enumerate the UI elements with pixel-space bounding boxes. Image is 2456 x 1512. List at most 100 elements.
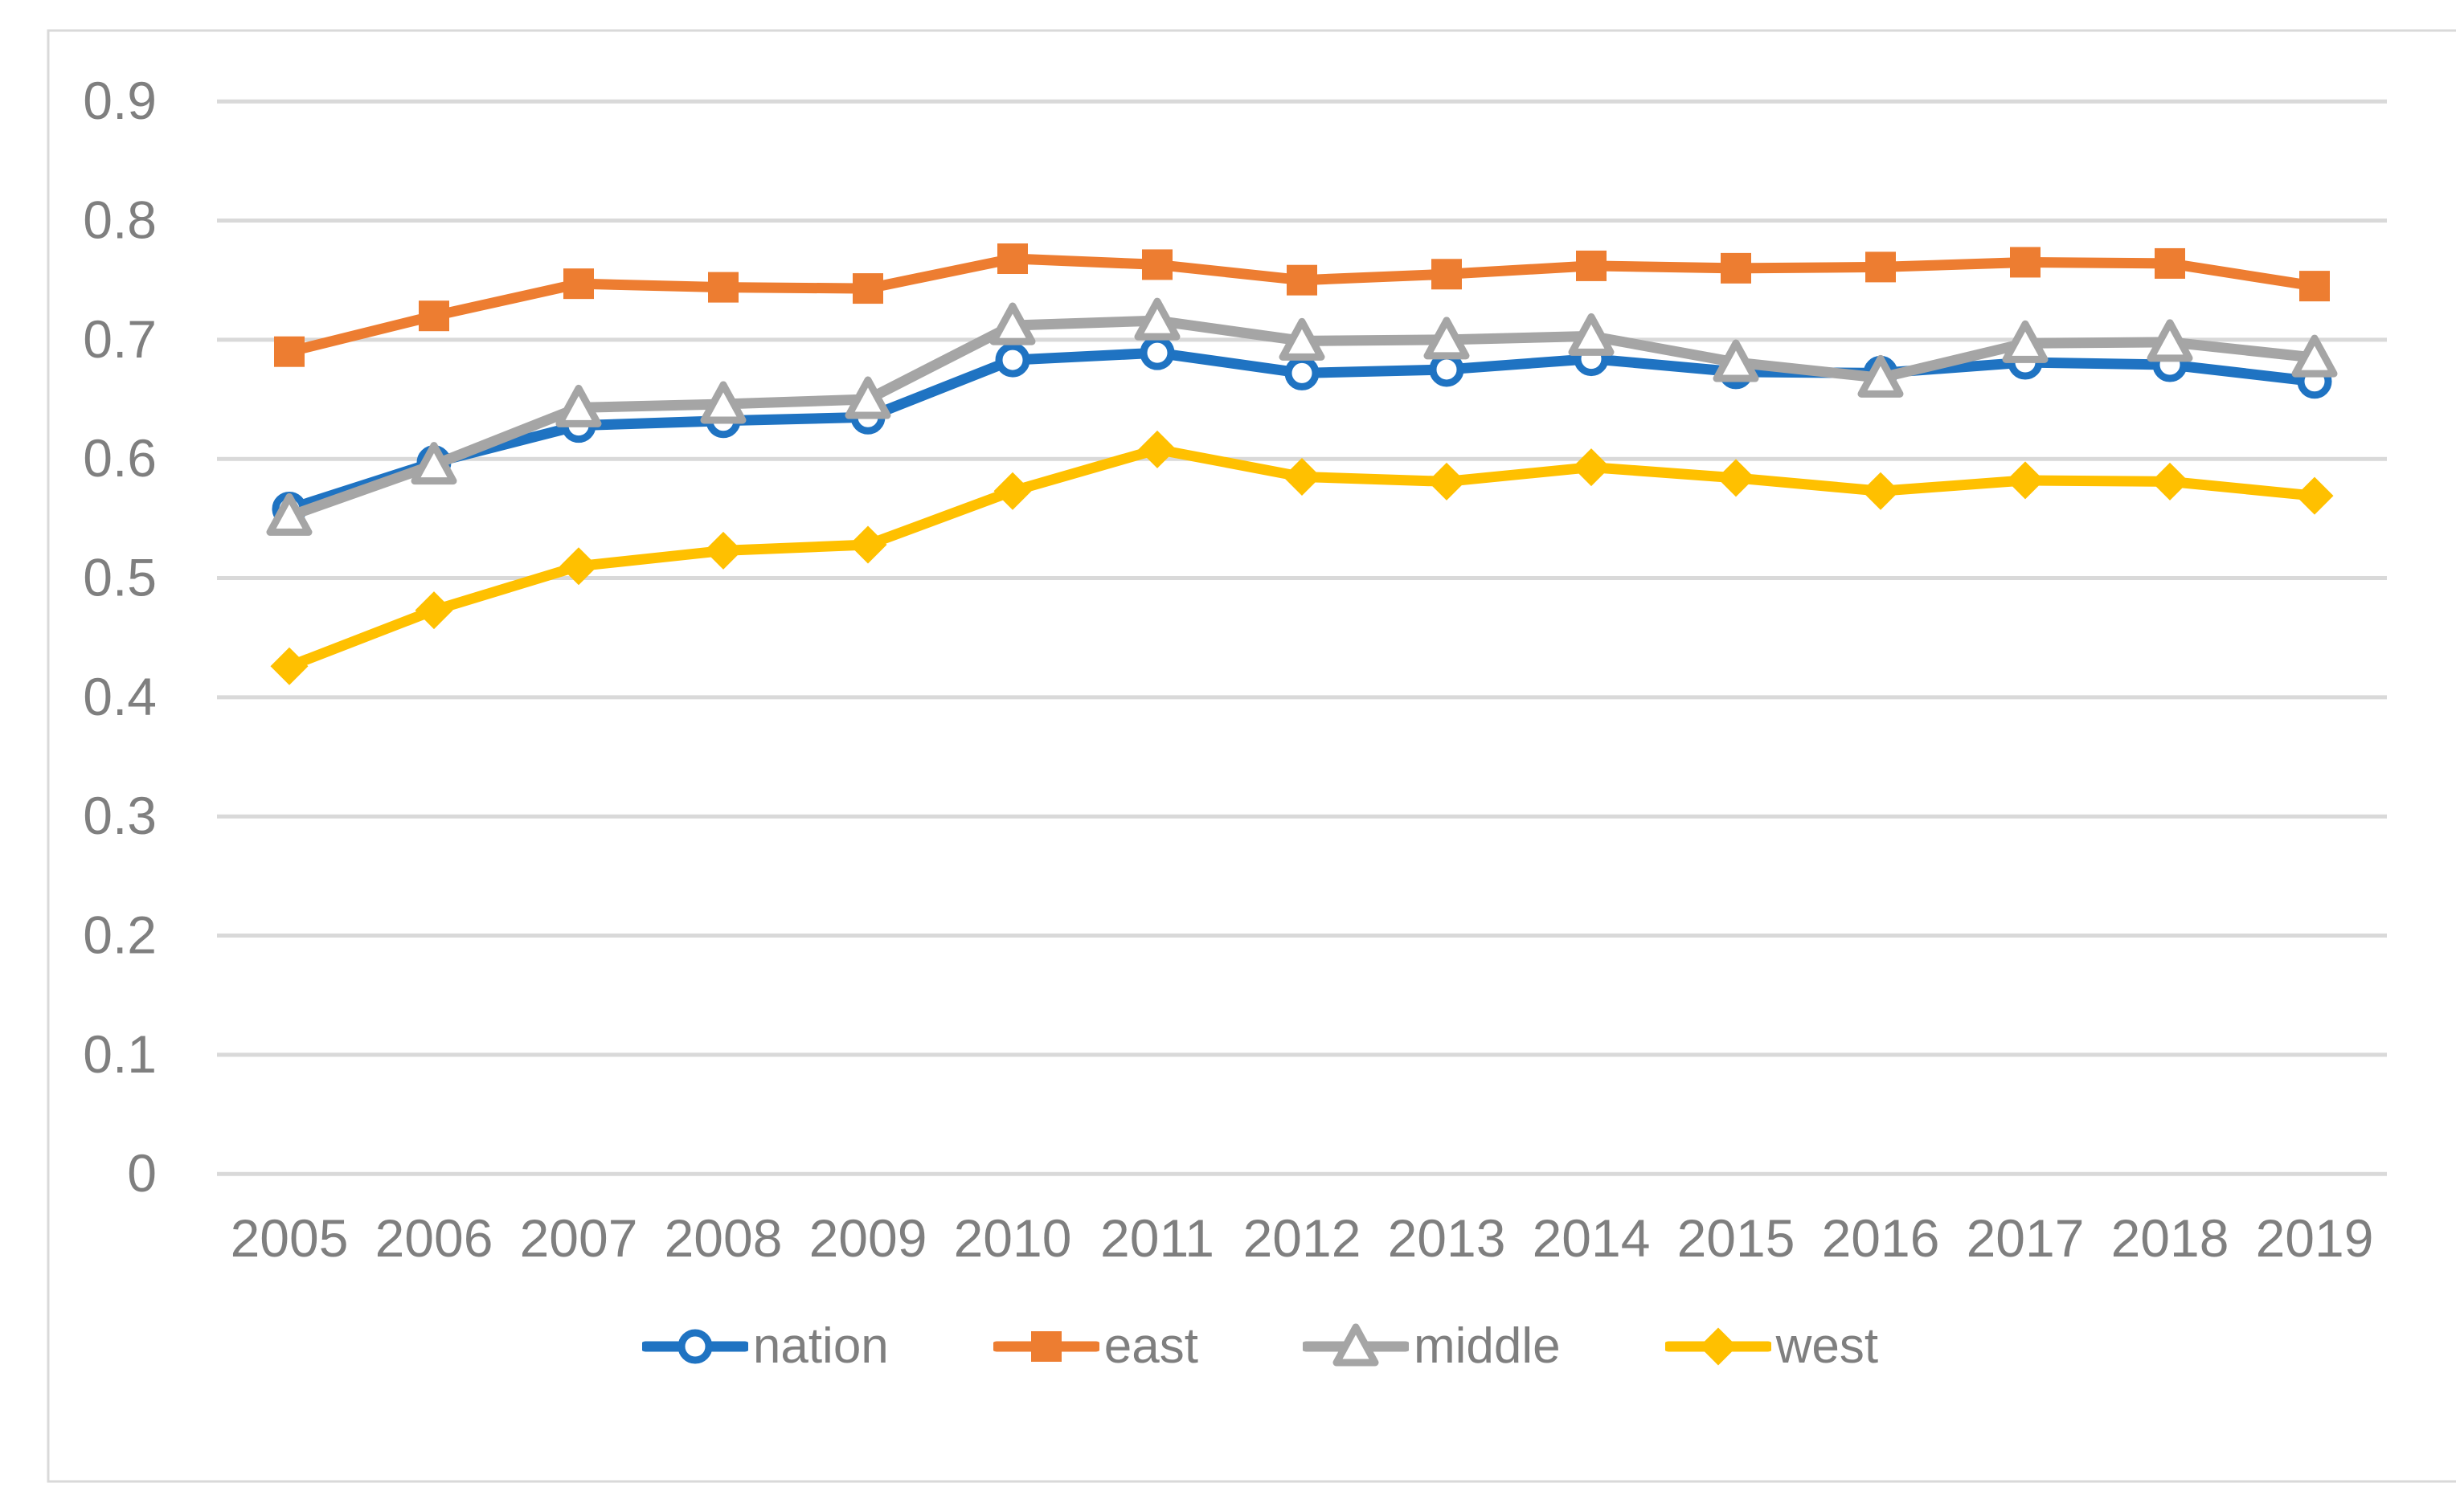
y-tick-label-0.6: 0.6 [83, 428, 157, 488]
y-tick-label-0.2: 0.2 [83, 905, 157, 965]
point-west-2006 [415, 591, 453, 630]
point-nation-2011 [1140, 335, 1175, 370]
chart-canvas: 00.10.20.30.40.50.60.70.80.9 2005 2006 200… [47, 29, 2456, 1483]
line-chart-figure: 0 0.1 0.2 0.3 0.4 0.5 0.6 0.7 0.8 0.9 2005 2006 200… [32, 13, 2456, 1499]
point-west-2010 [993, 472, 1032, 510]
point-east-2016 [1865, 251, 1896, 283]
point-west-2005 [270, 647, 309, 685]
legend-label-east: east [1103, 1318, 1198, 1374]
point-middle-2009 [845, 376, 891, 419]
point-middle-2011 [1134, 297, 1181, 341]
point-east-2008 [708, 272, 739, 303]
point-middle-2008 [700, 381, 747, 424]
point-west-2019 [2295, 476, 2334, 515]
point-middle-2017 [2002, 320, 2049, 363]
east-square-marker-icon [993, 1331, 1099, 1362]
point-west-2009 [849, 525, 887, 564]
y-tick-label-0.5: 0.5 [83, 548, 157, 607]
legend-glyph-west [1699, 1327, 1738, 1366]
point-middle-2005 [266, 492, 313, 536]
x-tick-label-2011: 2011 [1100, 1208, 1214, 1268]
point-west-2011 [1138, 430, 1177, 468]
x-tick-label-2016: 2016 [1822, 1208, 1940, 1268]
point-nation-2010 [995, 342, 1030, 378]
series-west [270, 430, 2334, 685]
middle-triangle-marker-icon [1303, 1323, 1409, 1367]
point-west-2008 [704, 531, 743, 570]
point-east-2006 [419, 300, 449, 332]
point-middle-2010 [989, 302, 1036, 345]
point-east-2011 [1142, 249, 1173, 280]
point-middle-2007 [555, 384, 602, 427]
point-west-2014 [1572, 448, 1611, 487]
x-axis-labels: 2005 2006 2007 2008 2009 2010 2011 2012 2013 2014… [231, 1208, 2374, 1268]
y-tick-label-0.7: 0.7 [83, 309, 157, 369]
point-west-2007 [559, 547, 598, 586]
point-east-2017 [2010, 247, 2041, 278]
x-tick-label-2006: 2006 [375, 1208, 493, 1268]
legend-item-east: east [993, 1321, 1198, 1372]
point-west-2013 [1427, 462, 1466, 501]
y-tick-label-0.8: 0.8 [83, 190, 157, 250]
series-east [274, 243, 2330, 367]
legend: nation east middle west [32, 1321, 2456, 1372]
x-tick-label-2018: 2018 [2111, 1208, 2229, 1268]
point-nation-2012 [1284, 355, 1320, 390]
west-diamond-marker-icon [1664, 1327, 1771, 1366]
point-middle-2015 [1713, 339, 1759, 382]
legend-label-nation: nation [752, 1318, 889, 1374]
point-middle-2019 [2291, 334, 2338, 378]
point-east-2019 [2299, 271, 2330, 302]
point-east-2012 [1287, 264, 1317, 296]
y-tick-label-0.9: 0.9 [83, 71, 157, 130]
point-nation-2013 [1429, 352, 1464, 387]
x-tick-label-2007: 2007 [520, 1208, 638, 1268]
point-middle-2014 [1568, 313, 1615, 356]
y-tick-label-0: 0 [127, 1143, 157, 1203]
x-tick-label-2012: 2012 [1243, 1208, 1361, 1268]
point-east-2014 [1576, 250, 1607, 281]
x-tick-label-2010: 2010 [954, 1208, 1072, 1268]
point-west-2017 [2006, 461, 2045, 500]
series-middle [266, 297, 2338, 536]
point-west-2018 [2151, 462, 2189, 501]
legend-glyph-middle [1332, 1323, 1379, 1367]
y-tick-label-0.3: 0.3 [83, 786, 157, 845]
figure-border [47, 29, 2456, 1483]
legend-item-middle: middle [1303, 1321, 1561, 1372]
point-west-2016 [1861, 472, 1900, 510]
x-tick-label-2005: 2005 [231, 1208, 349, 1268]
x-tick-label-2014: 2014 [1533, 1208, 1651, 1268]
x-tick-label-2008: 2008 [665, 1208, 783, 1268]
point-west-2015 [1717, 459, 1755, 497]
point-east-2009 [853, 273, 883, 304]
y-tick-label-0.4: 0.4 [83, 667, 157, 726]
legend-item-west: west [1664, 1318, 1879, 1374]
point-east-2015 [1721, 252, 1751, 284]
legend-label-middle: middle [1414, 1318, 1561, 1374]
series-layer [266, 243, 2338, 685]
legend-label-west: west [1775, 1318, 1879, 1374]
x-tick-label-2019: 2019 [2256, 1208, 2374, 1268]
point-middle-2016 [1857, 354, 1904, 398]
nation-circle-marker-icon [641, 1329, 748, 1364]
legend-glyph-nation [677, 1329, 713, 1364]
point-middle-2012 [1279, 317, 1325, 361]
y-tick-label-0.1: 0.1 [83, 1024, 157, 1084]
point-middle-2006 [411, 442, 457, 485]
point-east-2010 [997, 243, 1028, 275]
point-middle-2018 [2147, 319, 2193, 362]
x-tick-label-2015: 2015 [1677, 1208, 1795, 1268]
x-tick-label-2017: 2017 [1967, 1208, 2085, 1268]
x-tick-label-2013: 2013 [1388, 1208, 1506, 1268]
legend-item-nation: nation [641, 1318, 889, 1374]
y-axis-labels: 0 0.1 0.2 0.3 0.4 0.5 0.6 0.7 0.8 0.9 [83, 71, 157, 1203]
point-east-2007 [563, 268, 594, 300]
point-east-2005 [274, 336, 305, 367]
point-middle-2013 [1423, 317, 1470, 360]
x-tick-label-2009: 2009 [809, 1208, 927, 1268]
legend-glyph-east [1030, 1331, 1062, 1362]
point-east-2018 [2155, 247, 2185, 279]
point-east-2013 [1431, 259, 1462, 290]
point-west-2012 [1283, 457, 1321, 496]
